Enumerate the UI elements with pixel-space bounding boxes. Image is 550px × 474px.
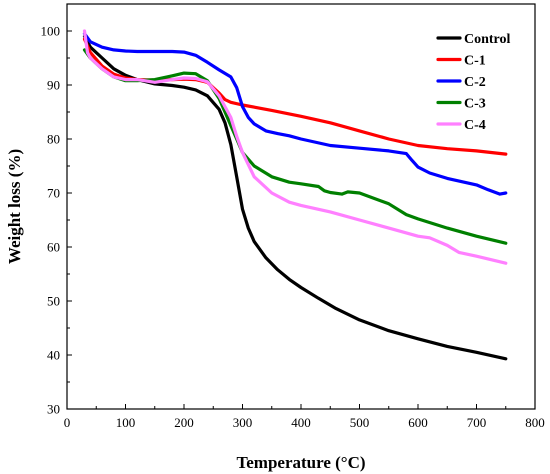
x-tick-label: 600 — [408, 415, 428, 430]
series-layer — [82, 29, 508, 361]
y-tick-label: 50 — [47, 294, 60, 309]
legend-label-c-2: C-2 — [464, 75, 486, 90]
x-tick-label: 400 — [291, 415, 311, 430]
x-tick-label: 500 — [350, 415, 370, 430]
x-tick-label: 200 — [174, 415, 194, 430]
x-tick-label: 700 — [467, 415, 487, 430]
ticks-layer: 0 100 200 300 400 500 600 700 800 30 40 50 60 70 80 90 1… — [41, 24, 545, 431]
series-line-control — [82, 34, 508, 361]
x-axis-title: Temperature (°C) — [236, 453, 365, 472]
y-tick-label: 30 — [47, 402, 60, 417]
legend: Control C-1 C-2 C-3 C-4 — [436, 32, 511, 133]
y-tick-label: 70 — [47, 186, 60, 201]
y-tick-label: 100 — [41, 24, 61, 39]
legend-label-control: Control — [464, 32, 511, 47]
legend-label-c-4: C-4 — [464, 118, 486, 133]
y-tick-label: 60 — [47, 240, 60, 255]
x-tick-label: 300 — [233, 415, 253, 430]
series-line-c-2 — [82, 32, 508, 196]
series-line-c-3 — [82, 48, 508, 245]
legend-label-c-3: C-3 — [464, 97, 486, 112]
y-axis-title: Weight loss (%) — [5, 149, 24, 264]
series-line-c-1 — [82, 37, 508, 156]
x-tick-label: 0 — [64, 415, 71, 430]
x-tick-label: 800 — [525, 415, 545, 430]
legend-label-c-1: C-1 — [464, 54, 486, 69]
y-tick-label: 40 — [47, 348, 60, 363]
x-tick-label: 100 — [116, 415, 136, 430]
series-line-c-4 — [82, 29, 508, 265]
y-tick-label: 80 — [47, 132, 60, 147]
y-tick-label: 90 — [47, 78, 60, 93]
